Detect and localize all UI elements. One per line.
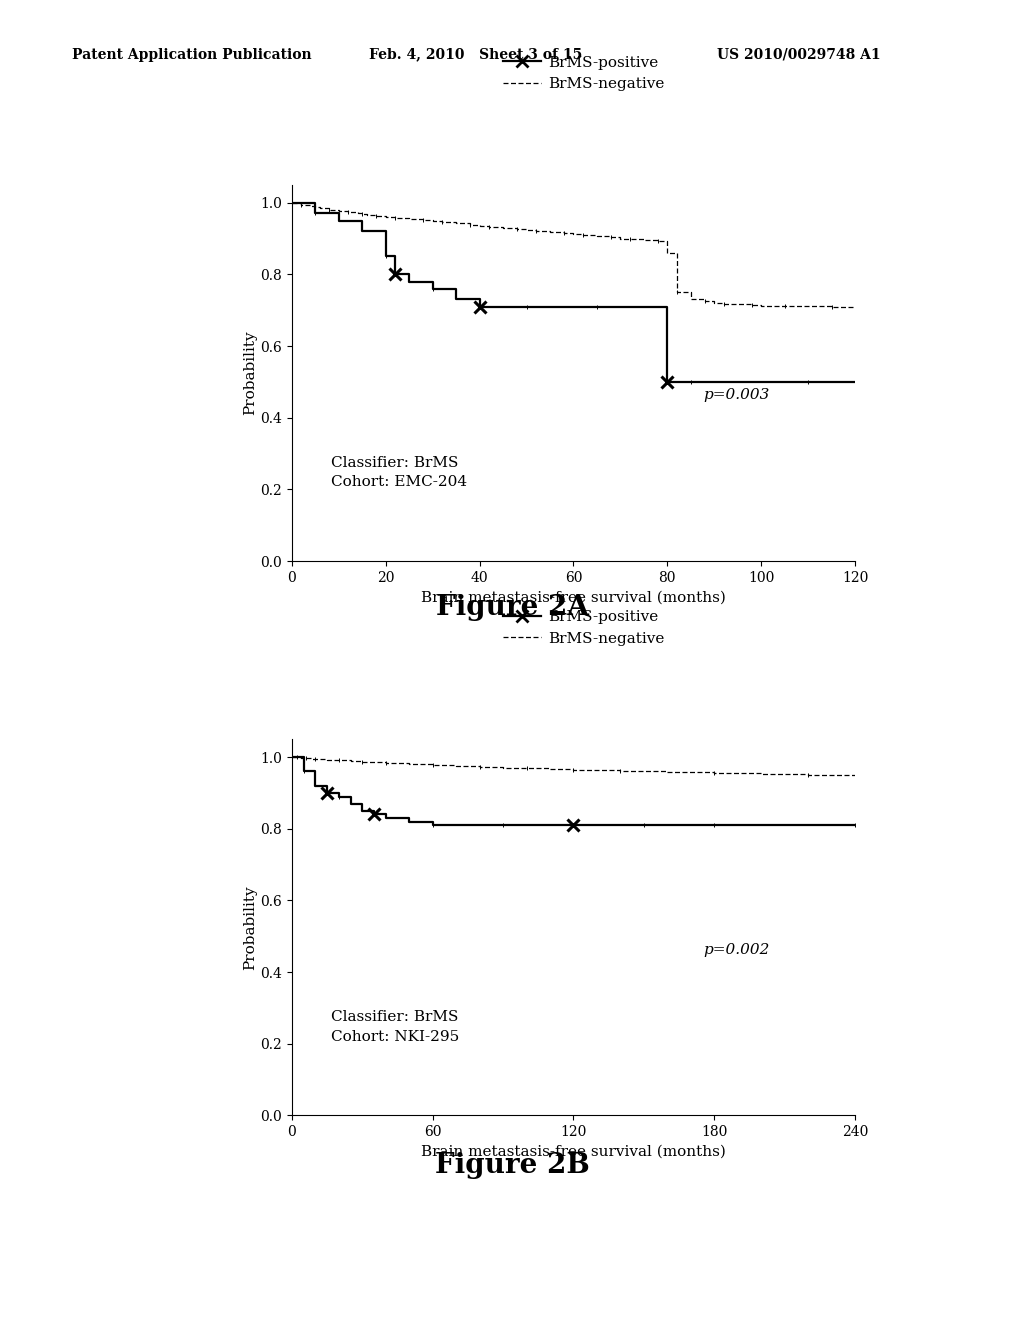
Text: Figure 2B: Figure 2B: [434, 1152, 590, 1179]
Text: Classifier: BrMS
Cohort: NKI-295: Classifier: BrMS Cohort: NKI-295: [332, 1010, 460, 1044]
Text: p=0.003: p=0.003: [702, 388, 769, 403]
Text: Figure 2A: Figure 2A: [435, 594, 589, 620]
Y-axis label: Probability: Probability: [244, 884, 257, 970]
Text: Classifier: BrMS
Cohort: EMC-204: Classifier: BrMS Cohort: EMC-204: [332, 455, 467, 490]
Text: Feb. 4, 2010   Sheet 3 of 15: Feb. 4, 2010 Sheet 3 of 15: [369, 48, 582, 62]
Text: US 2010/0029748 A1: US 2010/0029748 A1: [717, 48, 881, 62]
Text: Patent Application Publication: Patent Application Publication: [72, 48, 311, 62]
X-axis label: Brain metastasis-free survival (months): Brain metastasis-free survival (months): [421, 590, 726, 605]
Text: p=0.002: p=0.002: [702, 942, 769, 957]
Legend: BrMS-positive, BrMS-negative: BrMS-positive, BrMS-negative: [497, 603, 671, 652]
X-axis label: Brain metastasis-free survival (months): Brain metastasis-free survival (months): [421, 1144, 726, 1159]
Legend: BrMS-positive, BrMS-negative: BrMS-positive, BrMS-negative: [497, 49, 671, 98]
Y-axis label: Probability: Probability: [244, 330, 257, 416]
